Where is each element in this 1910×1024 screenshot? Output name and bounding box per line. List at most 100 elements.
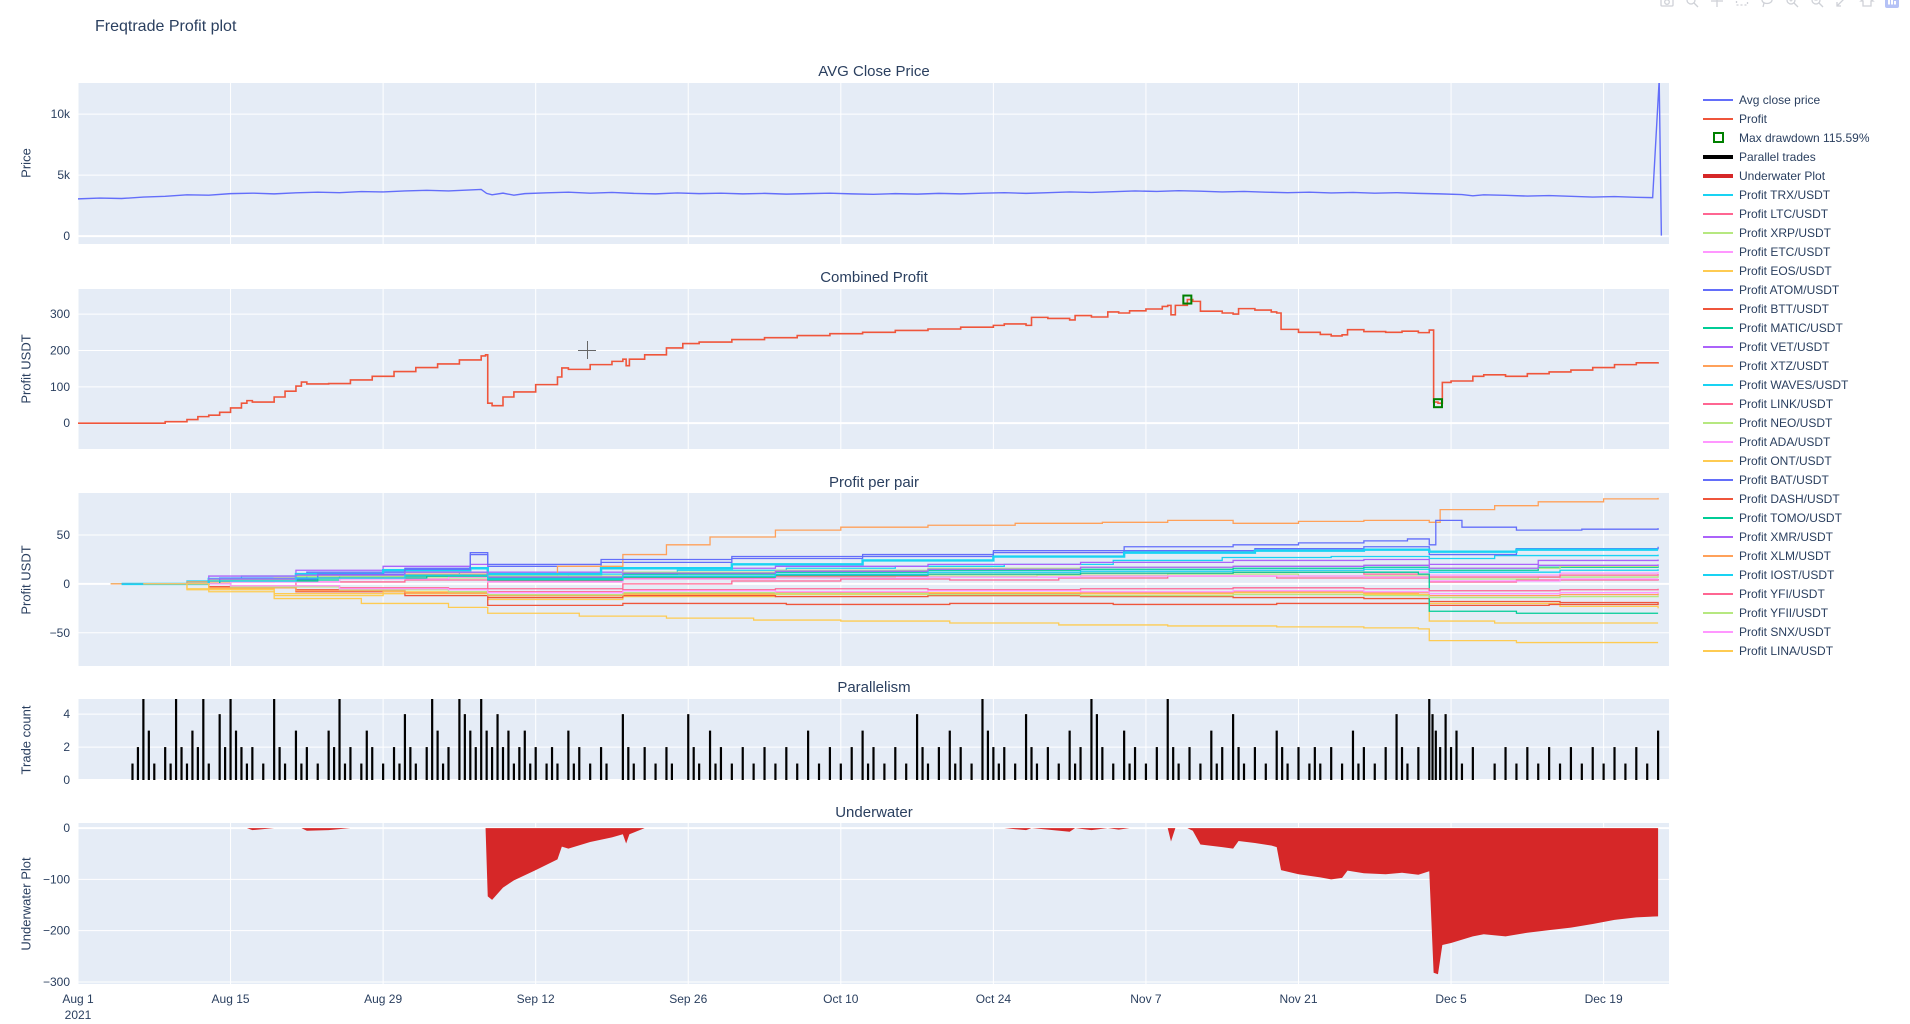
parallel-trades-bar	[294, 730, 298, 780]
legend-label: Profit TOMO/USDT	[1739, 510, 1842, 525]
legend-item-profit-etc-usdt[interactable]: Profit ETC/USDT	[1703, 242, 1870, 261]
max-drawdown-marker	[1432, 398, 1443, 409]
parallel-trades-bar	[371, 747, 374, 780]
legend-item-profit-vet-usdt[interactable]: Profit VET/USDT	[1703, 337, 1870, 356]
parallel-trades-bar	[1471, 747, 1474, 780]
legend-item-profit-lina-usdt[interactable]: Profit LINA/USDT	[1703, 641, 1870, 660]
legend-item-profit-tomo-usdt[interactable]: Profit TOMO/USDT	[1703, 508, 1870, 527]
parallel-trades-bar	[1558, 763, 1562, 780]
legend-item-underwater-plot[interactable]: Underwater Plot	[1703, 166, 1870, 185]
plotly-modebar	[1659, 0, 1900, 11]
parallel-trades-bar	[708, 730, 712, 780]
parallel-trades-bar	[447, 747, 450, 780]
parallel-trades-bar	[1400, 747, 1404, 780]
parallel-trades-bar	[224, 747, 227, 780]
legend-item-profit-ltc-usdt[interactable]: Profit LTC/USDT	[1703, 204, 1870, 223]
parallel-trades-bar	[240, 747, 243, 780]
legend-item-profit-trx-usdt[interactable]: Profit TRX/USDT	[1703, 185, 1870, 204]
legend-item-max-drawdown-115-59-[interactable]: Max drawdown 115.59%	[1703, 128, 1870, 147]
legend-label: Max drawdown 115.59%	[1739, 130, 1870, 145]
parallel-trades-bar	[807, 730, 810, 780]
legend-line-sample	[1703, 269, 1733, 272]
parallel-trades-bar	[1101, 747, 1104, 780]
parallel-trades-bar	[1657, 730, 1660, 780]
parallel-trades-bar	[300, 763, 303, 780]
modebar-box-select-button[interactable]	[1734, 0, 1750, 11]
parallel-trades-bar	[954, 763, 957, 780]
legend-line-sample	[1703, 611, 1733, 614]
legend-item-profit-ada-usdt[interactable]: Profit ADA/USDT	[1703, 432, 1870, 451]
parallel-trades-bar	[774, 763, 777, 780]
parallel-trades-bar	[1030, 747, 1033, 780]
modebar-plotly-logo-button[interactable]	[1884, 0, 1900, 11]
legend-item-profit-xrp-usdt[interactable]: Profit XRP/USDT	[1703, 223, 1870, 242]
parallel-trades-bar	[578, 747, 581, 780]
legend-item-profit-link-usdt[interactable]: Profit LINK/USDT	[1703, 394, 1870, 413]
parallel-trades-bar	[1357, 763, 1360, 780]
legend-line-sample	[1703, 193, 1733, 196]
legend-line-sample	[1703, 173, 1733, 178]
legend-item-profit-iost-usdt[interactable]: Profit IOST/USDT	[1703, 565, 1870, 584]
parallel-trades-bar	[986, 730, 990, 780]
legend-item-profit-matic-usdt[interactable]: Profit MATIC/USDT	[1703, 318, 1870, 337]
legend-label: Profit XTZ/USDT	[1739, 358, 1830, 373]
parallel-trades-bar	[1144, 763, 1148, 780]
page-title: Freqtrade Profit plot	[95, 18, 237, 35]
legend-item-avg-close-price[interactable]: Avg close price	[1703, 90, 1870, 109]
legend-item-profit-waves-usdt[interactable]: Profit WAVES/USDT	[1703, 375, 1870, 394]
legend-label: Profit LTC/USDT	[1739, 206, 1829, 221]
legend-line-sample	[1703, 288, 1733, 291]
legend-item-parallel-trades[interactable]: Parallel trades	[1703, 147, 1870, 166]
parallel-trades-bar	[1237, 747, 1240, 780]
parallel-trades-bar	[490, 747, 494, 780]
y-axis-title-price: Price	[18, 148, 34, 178]
parallel-trades-bar	[599, 747, 603, 780]
legend-item-profit-yfii-usdt[interactable]: Profit YFII/USDT	[1703, 603, 1870, 622]
parallel-trades-bar	[327, 730, 330, 780]
legend-item-profit-eos-usdt[interactable]: Profit EOS/USDT	[1703, 261, 1870, 280]
parallel-trades-bar	[469, 730, 472, 780]
legend: Avg close price Profit Max drawdown 115.59…	[1703, 90, 1870, 660]
parallel-trades-bar	[567, 730, 570, 780]
legend-item-profit-dash-usdt[interactable]: Profit DASH/USDT	[1703, 489, 1870, 508]
modebar-lasso-button[interactable]	[1759, 0, 1775, 11]
parallel-trades-bar	[1188, 747, 1191, 780]
series-profit-bat-usdt	[132, 519, 1659, 585]
modebar-zoom-in-button[interactable]	[1784, 0, 1800, 11]
parallel-trades-bar	[915, 714, 919, 780]
parallel-trades-bar	[643, 747, 646, 780]
modebar-reset-axes-button[interactable]	[1859, 0, 1875, 11]
parallel-trades-bar	[431, 699, 434, 780]
legend-label: Profit ETC/USDT	[1739, 244, 1831, 259]
parallel-trades-bar	[1624, 763, 1627, 780]
legend-item-profit-snx-usdt[interactable]: Profit SNX/USDT	[1703, 622, 1870, 641]
modebar-autoscale-button[interactable]	[1834, 0, 1850, 11]
legend-item-profit-bat-usdt[interactable]: Profit BAT/USDT	[1703, 470, 1870, 489]
parallel-trades-bar	[164, 747, 167, 780]
parallel-trades-bar	[273, 699, 276, 780]
legend-item-profit-xtz-usdt[interactable]: Profit XTZ/USDT	[1703, 356, 1870, 375]
modebar-zoom-out-button[interactable]	[1809, 0, 1825, 11]
legend-item-profit-xmr-usdt[interactable]: Profit XMR/USDT	[1703, 527, 1870, 546]
legend-item-profit-btt-usdt[interactable]: Profit BTT/USDT	[1703, 299, 1870, 318]
legend-item-profit-neo-usdt[interactable]: Profit NEO/USDT	[1703, 413, 1870, 432]
parallel-trades-bar	[169, 763, 172, 780]
modebar-pan-button[interactable]	[1709, 0, 1725, 11]
legend-item-profit-yfi-usdt[interactable]: Profit YFI/USDT	[1703, 584, 1870, 603]
modebar-zoom-button[interactable]	[1684, 0, 1700, 11]
y-tick-label: 2	[63, 740, 70, 754]
modebar-camera-button[interactable]	[1659, 0, 1675, 11]
legend-item-profit-ont-usdt[interactable]: Profit ONT/USDT	[1703, 451, 1870, 470]
legend-item-profit-atom-usdt[interactable]: Profit ATOM/USDT	[1703, 280, 1870, 299]
legend-item-profit-xlm-usdt[interactable]: Profit XLM/USDT	[1703, 546, 1870, 565]
y-tick-label: 100	[50, 380, 70, 394]
parallel-trades-bar	[365, 730, 368, 780]
legend-line-sample	[1703, 535, 1733, 538]
parallel-trades-bar	[392, 747, 396, 780]
legend-line-sample	[1703, 402, 1733, 405]
parallel-trades-bar	[698, 763, 701, 780]
legend-label: Profit YFII/USDT	[1739, 605, 1829, 620]
legend-item-profit[interactable]: Profit	[1703, 109, 1870, 128]
parallel-trades-bar	[463, 714, 466, 780]
